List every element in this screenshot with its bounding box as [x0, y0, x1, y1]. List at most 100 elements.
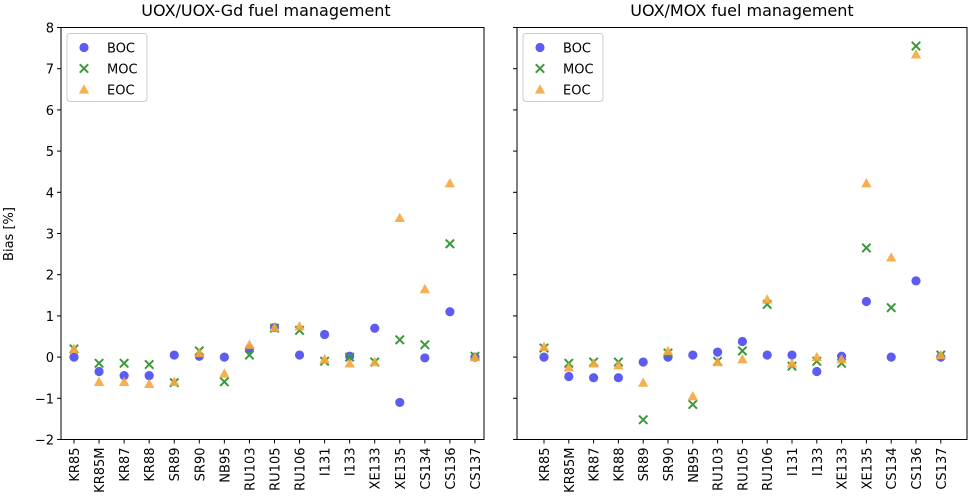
y-tick-label: 1	[46, 310, 54, 325]
x-tick-label: CS136	[444, 448, 459, 490]
data-point-boc-ru105	[737, 336, 748, 347]
data-point-moc-xe135	[861, 243, 872, 253]
x-tick-label: XE133	[369, 448, 384, 490]
x-tick-label: NB95	[687, 448, 702, 483]
data-point-boc-kr88	[144, 371, 154, 381]
x-tick-label: KR88	[143, 448, 158, 482]
data-point-eoc-i133	[811, 351, 822, 362]
y-axis-label: Bias [%]	[2, 207, 17, 261]
data-point-moc-i133	[344, 352, 355, 363]
legend-label-eoc: EOC	[107, 84, 135, 99]
x-tick-label: KR87	[588, 448, 603, 482]
x-tick-label: SR90	[193, 448, 208, 482]
data-point-eoc-xe133	[836, 353, 847, 364]
data-point-eoc-xe135	[861, 178, 872, 188]
x-tick-label: KR87	[118, 448, 133, 482]
data-point-moc-cs136	[911, 41, 921, 51]
data-point-eoc-ru105	[737, 353, 748, 364]
data-point-moc-kr87	[119, 358, 130, 369]
data-point-boc-nb95	[688, 350, 698, 360]
data-point-eoc-nb95	[219, 368, 230, 378]
data-point-boc-xe135	[861, 296, 872, 307]
data-point-eoc-sr90	[662, 345, 674, 356]
data-point-eoc-sr89	[169, 376, 180, 386]
y-tick-label: −2	[35, 434, 54, 449]
data-point-boc-xe133	[370, 323, 380, 333]
data-point-boc-cs136	[911, 276, 921, 286]
x-tick-label: SR89	[168, 448, 183, 482]
x-tick-label: XE135	[860, 448, 875, 490]
data-point-boc-kr87	[119, 371, 129, 381]
chart-title-left: UOX/UOX-Gd fuel management	[141, 1, 390, 20]
data-point-eoc-cs134	[886, 252, 897, 262]
data-point-moc-cs134	[419, 339, 430, 350]
data-point-boc-nb95	[219, 352, 229, 362]
legend-label-boc: BOC	[107, 42, 135, 57]
data-point-moc-cs136	[444, 238, 455, 249]
legend-marker-eoc	[534, 84, 546, 94]
y-tick-label: 2	[46, 269, 54, 284]
data-point-moc-kr85m	[94, 358, 104, 369]
data-point-eoc-ru103	[244, 339, 255, 349]
data-point-boc-kr88	[613, 373, 624, 383]
x-tick-label: KR88	[612, 448, 627, 482]
y-tick-label: 7	[46, 63, 54, 78]
data-point-eoc-nb95	[687, 391, 698, 401]
data-point-eoc-cs134	[419, 283, 431, 294]
data-point-eoc-cs137	[935, 349, 946, 360]
y-tick-label: 5	[46, 145, 54, 160]
x-tick-label: I133	[344, 448, 359, 477]
legend-right: BOC MOC EOC	[522, 33, 604, 102]
chart-title-right: UOX/MOX fuel management	[630, 1, 853, 20]
data-point-boc-kr85	[69, 352, 79, 362]
x-tick-label: RU103	[712, 448, 727, 491]
data-point-eoc-kr85	[538, 341, 550, 351]
x-tick-label: CS137	[935, 448, 950, 490]
x-tick-label: KR85M	[93, 448, 108, 493]
data-point-moc-cs134	[886, 302, 897, 313]
x-tick-label: KR85M	[563, 448, 578, 493]
chart-panel-left: UOX/UOX-Gd fuel management Bias [%] −2 −1…	[2, 1, 485, 493]
data-point-eoc-xe133	[369, 356, 380, 367]
data-point-boc-cs134	[420, 353, 430, 363]
data-point-eoc-kr85	[68, 343, 80, 354]
legend-label-boc: BOC	[563, 42, 591, 57]
data-point-boc-ru103	[713, 347, 723, 357]
legend-marker-moc	[535, 63, 545, 74]
data-point-moc-ru105	[737, 346, 748, 356]
x-tick-label: RU103	[243, 448, 258, 491]
x-tick-label: XE133	[836, 448, 851, 490]
x-tick-label: SR89	[637, 448, 652, 482]
legend-label-moc: MOC	[563, 63, 594, 78]
data-point-eoc-kr85m	[93, 376, 105, 386]
data-point-boc-sr89	[638, 357, 648, 367]
data-point-eoc-kr87	[588, 358, 599, 368]
data-point-boc-i133	[812, 366, 822, 377]
data-point-eoc-cs136	[910, 49, 922, 59]
x-tick-label: SR90	[662, 448, 677, 482]
data-point-moc-nb95	[219, 376, 230, 387]
y-tick-label: 3	[46, 228, 54, 243]
legend-marker-eoc	[78, 84, 90, 94]
x-tick-label: CS134	[419, 448, 434, 490]
chart-panel-right: UOX/MOX fuel management KR85 KR85M KR87 KR8…	[513, 1, 968, 493]
legend-left: BOC MOC EOC	[66, 33, 148, 102]
data-point-moc-kr88	[144, 359, 155, 370]
data-point-eoc-ru103	[712, 356, 723, 367]
data-point-boc-kr85	[539, 352, 549, 362]
x-tick-label: RU106	[761, 448, 776, 491]
x-tick-label: CS134	[885, 448, 900, 490]
data-point-eoc-kr88	[613, 360, 624, 370]
y-tick-label: 8	[46, 22, 54, 37]
data-point-boc-ru106	[762, 350, 772, 360]
y-tick-label: 4	[46, 186, 54, 201]
data-point-eoc-cs137	[469, 351, 481, 362]
data-point-eoc-xe135	[394, 212, 405, 223]
data-point-boc-cs136	[445, 307, 455, 317]
x-tick-label: NB95	[218, 448, 233, 483]
data-point-eoc-cs136	[444, 178, 456, 188]
data-point-eoc-i133	[344, 358, 355, 368]
data-point-eoc-kr85m	[563, 362, 574, 372]
data-point-eoc-kr88	[143, 378, 155, 389]
